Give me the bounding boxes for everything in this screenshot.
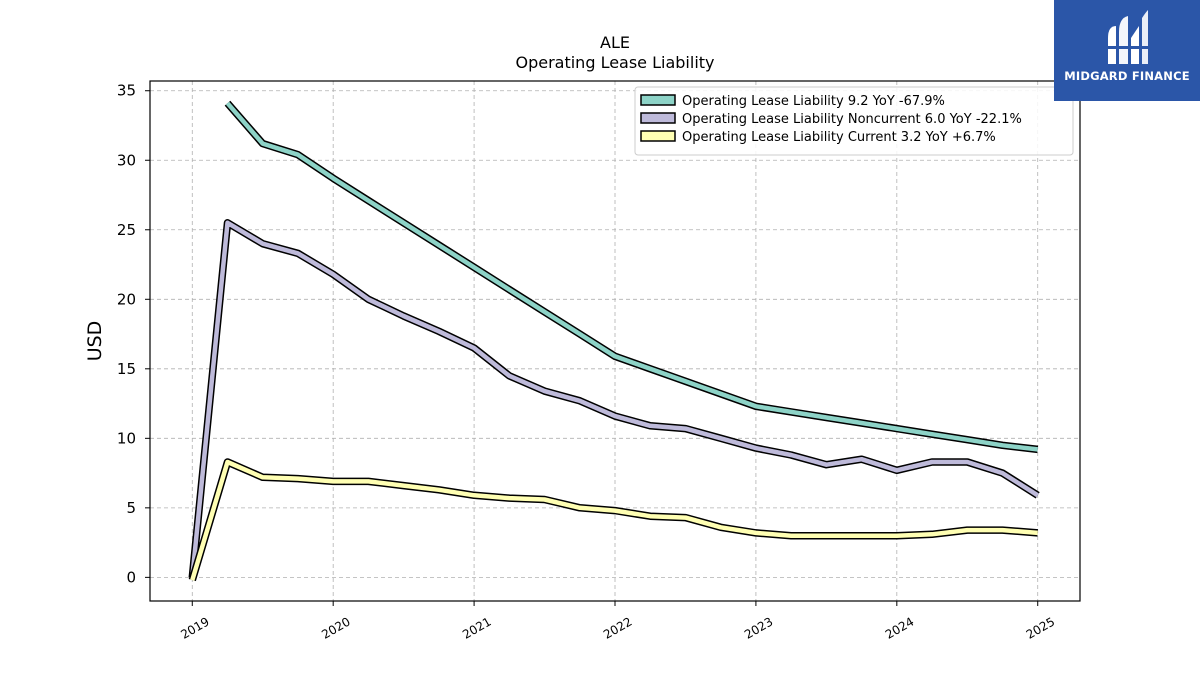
chart-title: ALE [600, 33, 630, 52]
y-tick-label: 15 [117, 360, 136, 378]
series-line-2 [190, 459, 1038, 581]
legend-entry: Operating Lease Liability Noncurrent 6.0… [682, 112, 1022, 127]
series-line-0 [225, 101, 1038, 452]
x-tick-label: 2020 [319, 614, 352, 641]
legend-swatch [640, 94, 676, 106]
chart-subtitle: Operating Lease Liability [515, 53, 714, 72]
series-layer [188, 100, 1040, 582]
x-tick-label: 2025 [1024, 614, 1057, 641]
legend-swatch [640, 130, 676, 142]
y-tick-label: 10 [117, 429, 136, 447]
y-tick-label: 0 [126, 568, 136, 586]
grid-layer [150, 81, 1080, 601]
x-tick-label: 2019 [178, 614, 211, 641]
y-tick-label: 25 [117, 221, 136, 239]
x-tick-label: 2023 [742, 614, 775, 641]
legend-swatch [640, 112, 676, 124]
legend-entry: Operating Lease Liability Current 3.2 Yo… [682, 130, 996, 145]
y-axis-label: USD [84, 321, 106, 362]
y-tick-label: 20 [117, 290, 136, 308]
y-tick-label: 35 [117, 82, 136, 100]
midgard-logo-icon [1108, 10, 1148, 64]
series-line-1 [190, 220, 1039, 578]
legend-entry: Operating Lease Liability 9.2 YoY -67.9% [682, 94, 945, 109]
logo-text: MIDGARD FINANCE [1064, 69, 1190, 83]
midgard-finance-logo: MIDGARD FINANCE [1054, 0, 1200, 101]
legend: Operating Lease Liability 9.2 YoY -67.9%… [634, 86, 1074, 156]
y-tick-label: 5 [126, 499, 136, 517]
x-tick-label: 2022 [601, 614, 634, 641]
x-tick-label: 2021 [460, 614, 493, 641]
x-tick-label: 2024 [883, 614, 916, 641]
y-tick-label: 30 [117, 151, 136, 169]
legend-box [634, 86, 1074, 156]
